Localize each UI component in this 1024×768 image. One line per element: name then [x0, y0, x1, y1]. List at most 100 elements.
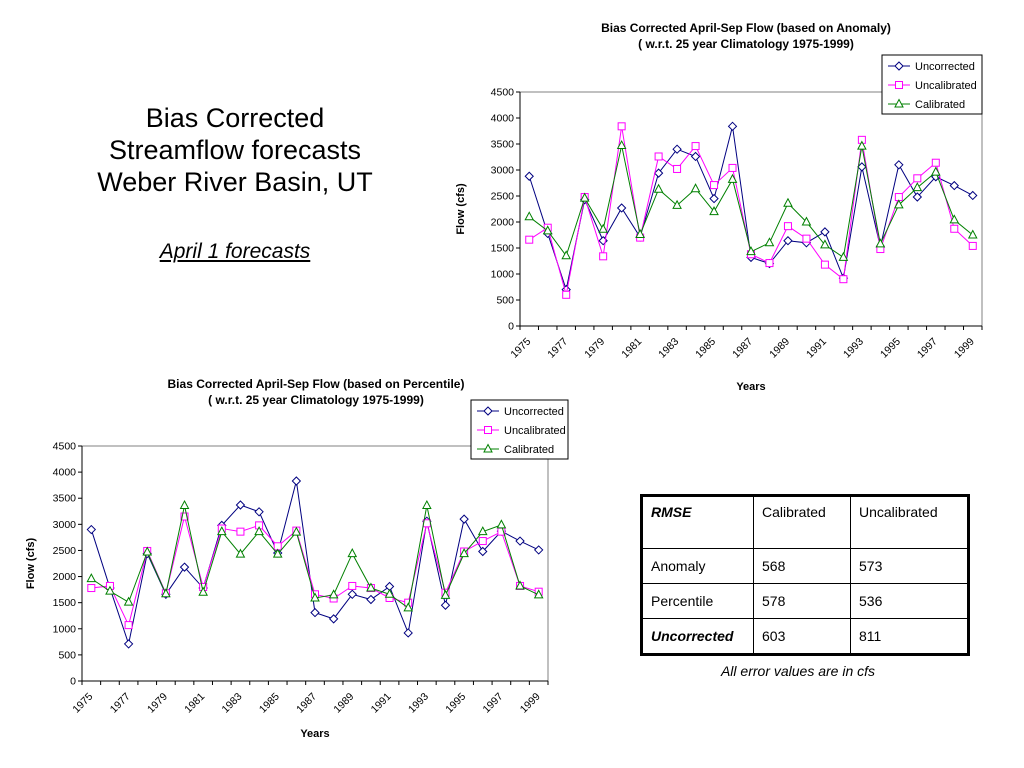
legend-label: Calibrated	[504, 444, 554, 456]
data-point-uncorrected	[515, 536, 525, 546]
data-point-uncorrected	[857, 162, 867, 172]
data-point-uncorrected	[366, 594, 376, 605]
legend-marker	[895, 81, 903, 89]
rmse-table: RMSE Calibrated Uncalibrated Anomaly 568…	[640, 494, 970, 656]
table-header-row: RMSE Calibrated Uncalibrated	[641, 495, 969, 549]
y-tick-label: 1000	[491, 269, 515, 281]
x-tick-label: 1989	[331, 691, 356, 716]
data-point-uncalibrated	[180, 512, 189, 521]
data-point-uncorrected	[524, 171, 534, 181]
data-point-uncalibrated	[820, 260, 829, 269]
chart-title: ( w.r.t. 25 year Climatology 1975-1999)	[208, 393, 424, 407]
data-point-calibrated	[616, 139, 627, 150]
table-header-cell: Uncalibrated	[850, 495, 969, 549]
table-cell: 573	[850, 548, 969, 584]
table-row: Uncorrected 603 811	[641, 618, 969, 655]
data-point-uncalibrated	[87, 584, 96, 593]
data-point-calibrated	[291, 526, 302, 536]
table-cell: 568	[753, 548, 851, 584]
data-point-uncalibrated	[728, 163, 737, 172]
data-point-calibrated	[561, 250, 572, 260]
data-point-calibrated	[459, 548, 469, 558]
x-tick-label: 1999	[518, 691, 543, 716]
data-point-calibrated	[254, 526, 264, 536]
data-point-calibrated	[598, 223, 608, 233]
data-point-uncalibrated	[654, 152, 663, 161]
data-point-uncalibrated	[913, 174, 922, 183]
data-point-uncorrected	[123, 639, 134, 649]
data-point-calibrated	[727, 173, 738, 183]
data-point-calibrated	[653, 183, 664, 193]
data-point-uncorrected	[86, 524, 97, 535]
table-cell: 536	[850, 583, 969, 619]
table-header-cell: Calibrated	[753, 495, 851, 549]
x-axis-label: Years	[300, 728, 329, 740]
legend-label: Calibrated	[915, 99, 965, 111]
series-line-uncorrected	[90, 480, 539, 646]
data-point-calibrated	[542, 225, 553, 235]
x-tick-label: 1977	[108, 691, 133, 716]
data-point-calibrated	[967, 229, 978, 239]
data-point-uncorrected	[459, 514, 469, 524]
data-point-uncalibrated	[617, 122, 626, 131]
data-point-calibrated	[142, 546, 153, 556]
x-tick-label: 1987	[294, 691, 319, 716]
x-tick-label: 1979	[145, 691, 170, 716]
data-point-calibrated	[310, 592, 320, 602]
data-point-uncalibrated	[673, 164, 682, 173]
data-point-calibrated	[515, 580, 525, 590]
data-point-calibrated	[857, 140, 867, 150]
y-tick-label: 4000	[53, 467, 77, 479]
data-point-calibrated	[690, 183, 701, 193]
x-tick-label: 1993	[406, 691, 431, 716]
legend-marker	[483, 406, 493, 416]
y-tick-label: 1000	[53, 623, 77, 635]
y-axis-label: Flow (cfs)	[25, 538, 37, 590]
data-point-uncorrected	[616, 203, 627, 213]
data-point-calibrated	[422, 499, 432, 510]
data-point-calibrated	[272, 548, 283, 558]
data-point-calibrated	[477, 526, 488, 536]
x-tick-label: 1975	[70, 691, 95, 716]
data-point-uncorrected	[820, 227, 830, 237]
legend-label: Uncorrected	[915, 61, 975, 73]
y-tick-label: 2500	[491, 191, 515, 203]
data-point-calibrated	[86, 573, 97, 583]
data-point-calibrated	[801, 216, 812, 226]
data-point-uncorrected	[653, 168, 664, 178]
table-row: Anomaly 568 573	[641, 548, 969, 584]
data-point-calibrated	[820, 239, 830, 249]
slide-title-line: Weber River Basin, UT	[97, 167, 373, 197]
data-point-uncorrected	[783, 236, 793, 246]
legend-label: Uncorrected	[504, 406, 564, 418]
table-cell: 578	[753, 583, 851, 619]
data-point-calibrated	[198, 586, 208, 596]
x-tick-label: 1985	[257, 691, 282, 716]
x-tick-label: 1983	[220, 691, 245, 716]
data-point-uncorrected	[709, 193, 719, 204]
slide-title-line: Bias Corrected	[145, 103, 325, 133]
data-point-calibrated	[384, 588, 395, 598]
data-point-calibrated	[672, 199, 682, 209]
x-tick-label: 1981	[182, 691, 207, 716]
y-tick-label: 3500	[491, 139, 515, 151]
data-point-uncorrected	[179, 562, 190, 572]
data-point-calibrated	[216, 526, 227, 536]
data-point-uncorrected	[968, 190, 978, 201]
data-point-calibrated	[403, 602, 414, 612]
data-point-calibrated	[746, 246, 756, 256]
data-point-uncalibrated	[525, 235, 534, 244]
data-point-calibrated	[635, 228, 645, 238]
data-point-calibrated	[496, 519, 507, 529]
data-point-uncalibrated	[710, 181, 719, 190]
data-point-uncalibrated	[348, 581, 357, 590]
y-tick-label: 2000	[491, 217, 515, 229]
y-tick-label: 3000	[53, 519, 77, 531]
data-point-uncorrected	[478, 546, 488, 557]
y-tick-label: 1500	[491, 243, 515, 255]
legend-marker	[894, 61, 904, 71]
x-axis-label: Years	[736, 381, 765, 393]
y-tick-label: 3500	[53, 493, 77, 505]
data-point-uncorrected	[347, 589, 357, 600]
data-point-calibrated	[949, 214, 960, 224]
